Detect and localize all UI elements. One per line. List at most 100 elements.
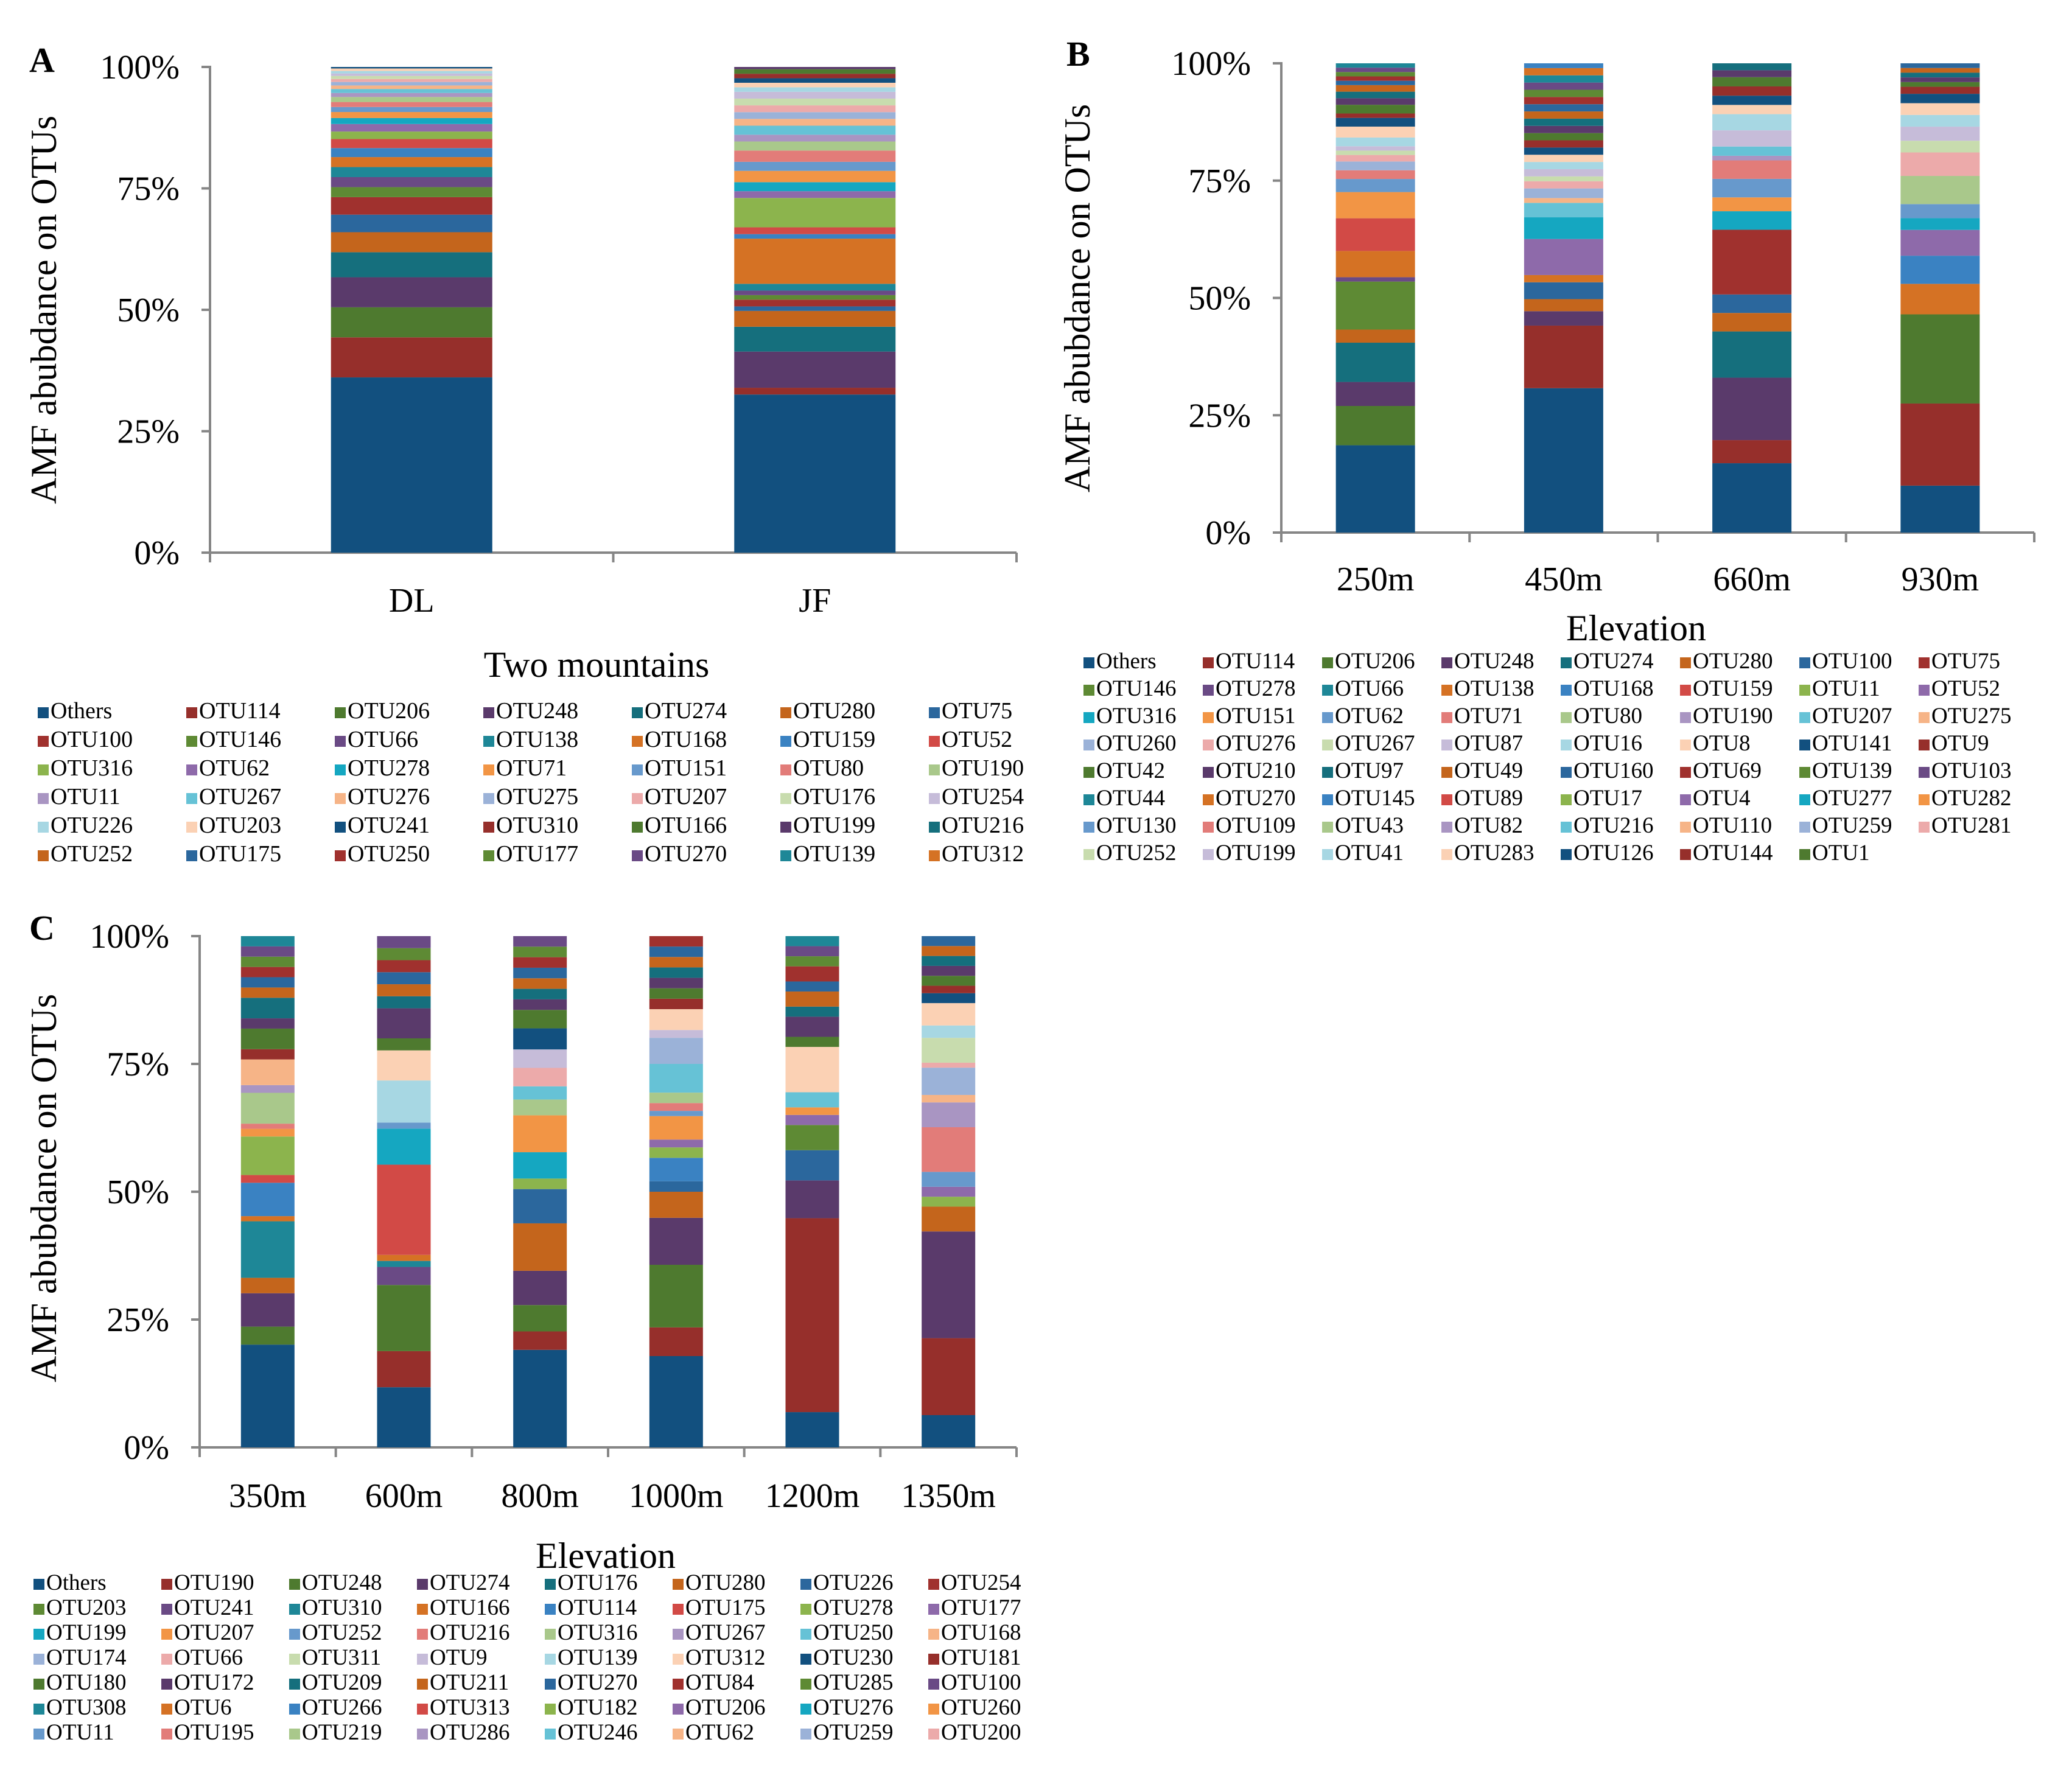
legend-label: OTU159 (793, 727, 875, 752)
legend-swatch (928, 1704, 939, 1715)
legend-label: OTU190 (174, 1570, 254, 1595)
bar-segment (734, 105, 896, 113)
legend-swatch (161, 1604, 172, 1615)
bar-segment (649, 946, 703, 957)
bar-segment (513, 1115, 567, 1153)
legend-swatch (545, 1579, 556, 1590)
bar-segment (734, 299, 896, 307)
bar-segment (649, 936, 703, 947)
bar-segment (1335, 192, 1415, 219)
legend-swatch (545, 1704, 556, 1715)
bar-segment (1900, 127, 1980, 141)
legend-swatch (1441, 657, 1452, 668)
legend-swatch (289, 1629, 300, 1640)
bar-segment (1712, 229, 1792, 295)
legend-label: OTU199 (1216, 841, 1296, 866)
legend-swatch (289, 1729, 300, 1740)
legend-label: OTU9 (1931, 731, 1989, 756)
bar-segment (785, 956, 839, 967)
bar-segment (513, 1305, 567, 1332)
bar-segment (734, 310, 896, 327)
legend-swatch (1083, 685, 1094, 696)
bar-segment (1900, 204, 1980, 219)
bar-segment (922, 1038, 976, 1063)
legend-label: OTU252 (51, 841, 133, 867)
legend-swatch (780, 822, 791, 833)
bar-segment (331, 68, 492, 71)
legend-swatch (1561, 685, 1572, 696)
legend-swatch (1919, 822, 1930, 833)
legend-swatch (545, 1604, 556, 1615)
legend-label: OTU109 (1216, 813, 1296, 838)
bar-segment (1524, 82, 1603, 90)
legend-swatch (1561, 822, 1572, 833)
legend-swatch (1799, 822, 1810, 833)
bar-segment (1712, 211, 1792, 230)
bar-segment (331, 187, 492, 197)
legend-swatch (1561, 849, 1572, 860)
bar-segment (734, 125, 896, 135)
bar-segment (1900, 152, 1980, 177)
legend-swatch (335, 793, 346, 804)
bar-segment (1712, 463, 1792, 533)
legend-swatch (417, 1629, 428, 1640)
legend: Others OTU190 OTU248 OTU274 OTU176 OTU280 OTU2… (33, 1570, 1021, 1745)
bar-segment (734, 150, 896, 162)
bar-segment (1712, 294, 1792, 313)
legend-swatch (1561, 740, 1572, 750)
legend-label: OTU16 (1573, 731, 1642, 756)
legend-label: OTU126 (1573, 841, 1654, 866)
legend-swatch (38, 736, 49, 747)
legend-swatch (33, 1629, 44, 1640)
legend-swatch (545, 1629, 556, 1640)
legend-swatch (335, 707, 346, 718)
legend-label: OTU281 (1931, 813, 2012, 838)
legend-label: OTU180 (46, 1670, 127, 1695)
legend-swatch (929, 764, 940, 775)
legend-label: OTU114 (1216, 649, 1295, 674)
bar-segment (1335, 445, 1415, 533)
legend-label: OTU11 (1812, 676, 1880, 701)
bar-segment (922, 985, 976, 993)
legend-label: OTU139 (1812, 758, 1892, 783)
bar-segment (785, 1092, 839, 1108)
bar-segment (1524, 75, 1603, 83)
bar-segment (785, 936, 839, 946)
legend-swatch (1799, 794, 1810, 805)
bar-segment (331, 197, 492, 215)
legend-label: OTU176 (793, 784, 875, 810)
legend-label: OTU71 (496, 755, 567, 781)
legend-label: OTU62 (1335, 704, 1404, 729)
bar-segment (331, 139, 492, 149)
legend-swatch (1919, 712, 1930, 723)
bar-segment (734, 351, 896, 388)
legend-swatch (928, 1729, 939, 1740)
bar-segment (513, 1010, 567, 1029)
legend-label: OTU175 (685, 1595, 766, 1620)
legend-label: OTU138 (496, 727, 578, 752)
legend-swatch (1680, 822, 1691, 833)
legend-label: OTU199 (793, 813, 875, 838)
bar-segment (331, 167, 492, 177)
bar-segment (377, 1080, 431, 1123)
x-tick-label: 600m (365, 1477, 443, 1515)
bar-segment (1712, 197, 1792, 212)
legend-swatch (1680, 794, 1691, 805)
bar-segment (1335, 277, 1415, 282)
legend-label: OTU200 (941, 1720, 1021, 1745)
bar-segment (785, 1006, 839, 1017)
bar-segment (785, 1047, 839, 1093)
legend-label: OTU248 (496, 698, 578, 724)
bar-segment (513, 936, 567, 947)
panel-letter: C (29, 908, 55, 948)
bar-segment (377, 1008, 431, 1038)
bar-segment (1900, 314, 1980, 404)
bar-segment (240, 1136, 295, 1175)
legend-label: OTU313 (430, 1695, 510, 1720)
bar-segment (785, 1016, 839, 1037)
legend-swatch (928, 1629, 939, 1640)
legend-label: OTU190 (942, 755, 1024, 781)
bar-segment (240, 1216, 295, 1222)
bar-segment (734, 394, 896, 553)
legend-swatch (289, 1654, 300, 1665)
